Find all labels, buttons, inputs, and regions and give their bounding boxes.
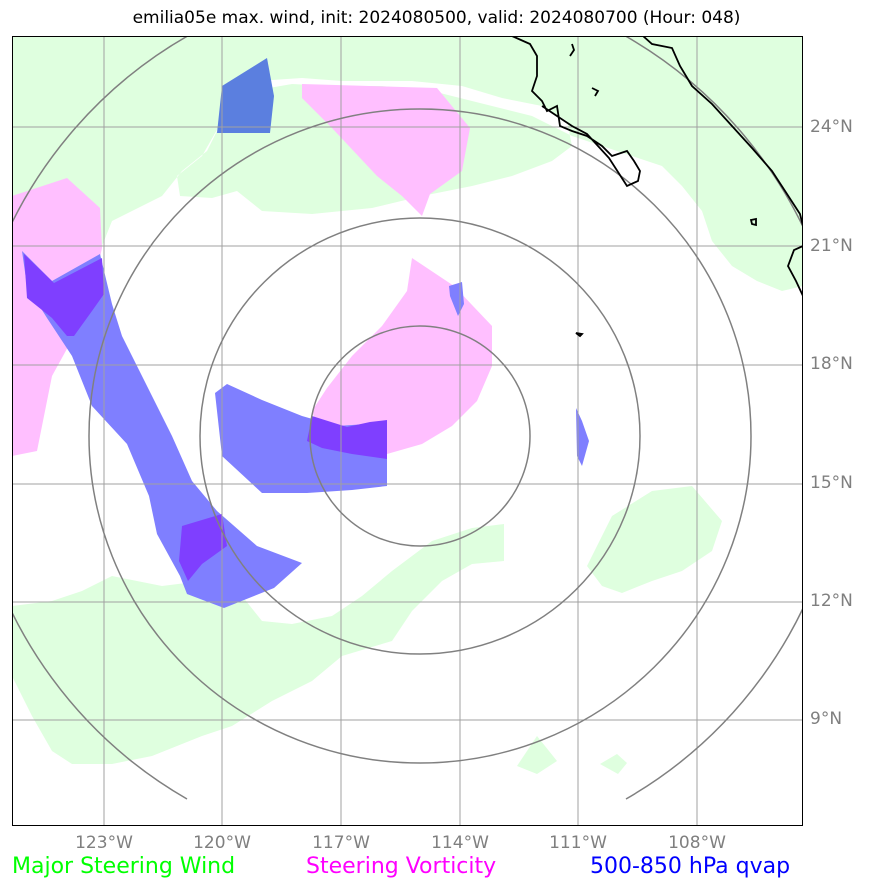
qvap-region-west-band (22, 251, 302, 608)
overlap-layer (24, 254, 387, 581)
lat-label-9n: 9°N (810, 709, 843, 729)
lon-label-108w: 108°W (668, 833, 726, 853)
lat-label-24n: 24°N (810, 117, 853, 137)
coastline (511, 36, 803, 338)
qvap-region-northwest (217, 58, 274, 133)
legend-steering-vorticity: Steering Vorticity (306, 854, 497, 879)
legend-steering-wind: Major Steering Wind (12, 854, 236, 879)
steering-wind-region-south (12, 524, 504, 764)
lon-label-114w: 114°W (431, 833, 489, 853)
steering-wind-patch-1 (517, 736, 557, 774)
overlap-region-west (24, 254, 104, 336)
vorticity-region-center (312, 258, 492, 454)
range-ring-2 (199, 217, 641, 655)
lat-label-12n: 12°N (810, 591, 853, 611)
qvap-region-center (215, 384, 387, 493)
baja-california-coast (511, 36, 641, 188)
overlap-region-center (307, 416, 387, 459)
map-title: emilia05e max. wind, init: 2024080500, v… (132, 8, 741, 28)
range-ring-1 (309, 325, 531, 547)
map-panel[interactable] (12, 36, 803, 826)
steering-wind-region-east (587, 486, 722, 593)
steering-vorticity-layer (12, 84, 492, 456)
map-border (12, 36, 803, 826)
overlap-region-south (179, 514, 227, 581)
coast-detail-1 (569, 43, 575, 57)
map-canvas[interactable] (12, 36, 803, 826)
mainland-coast-east (787, 245, 803, 297)
legend-qvap: 500-850 hPa qvap (590, 854, 791, 879)
island-2 (575, 332, 584, 338)
lon-label-117w: 117°W (312, 833, 370, 853)
lon-label-120w: 120°W (193, 833, 251, 853)
range-ring-3 (88, 108, 752, 764)
lat-label-21n: 21°N (810, 236, 853, 256)
lat-label-18n: 18°N (810, 354, 853, 374)
lon-label-111w: 111°W (549, 833, 607, 853)
qvap-layer (22, 58, 589, 608)
qvap-region-east-sliver (576, 408, 589, 466)
mainland-coast (642, 36, 803, 227)
range-rings (12, 36, 803, 800)
lat-label-15n: 15°N (810, 473, 853, 493)
island-1 (749, 217, 757, 227)
lon-label-123w: 123°W (75, 833, 133, 853)
coast-detail-2 (591, 87, 600, 97)
gridlines (12, 36, 803, 826)
steering-wind-patch-2 (600, 754, 627, 774)
